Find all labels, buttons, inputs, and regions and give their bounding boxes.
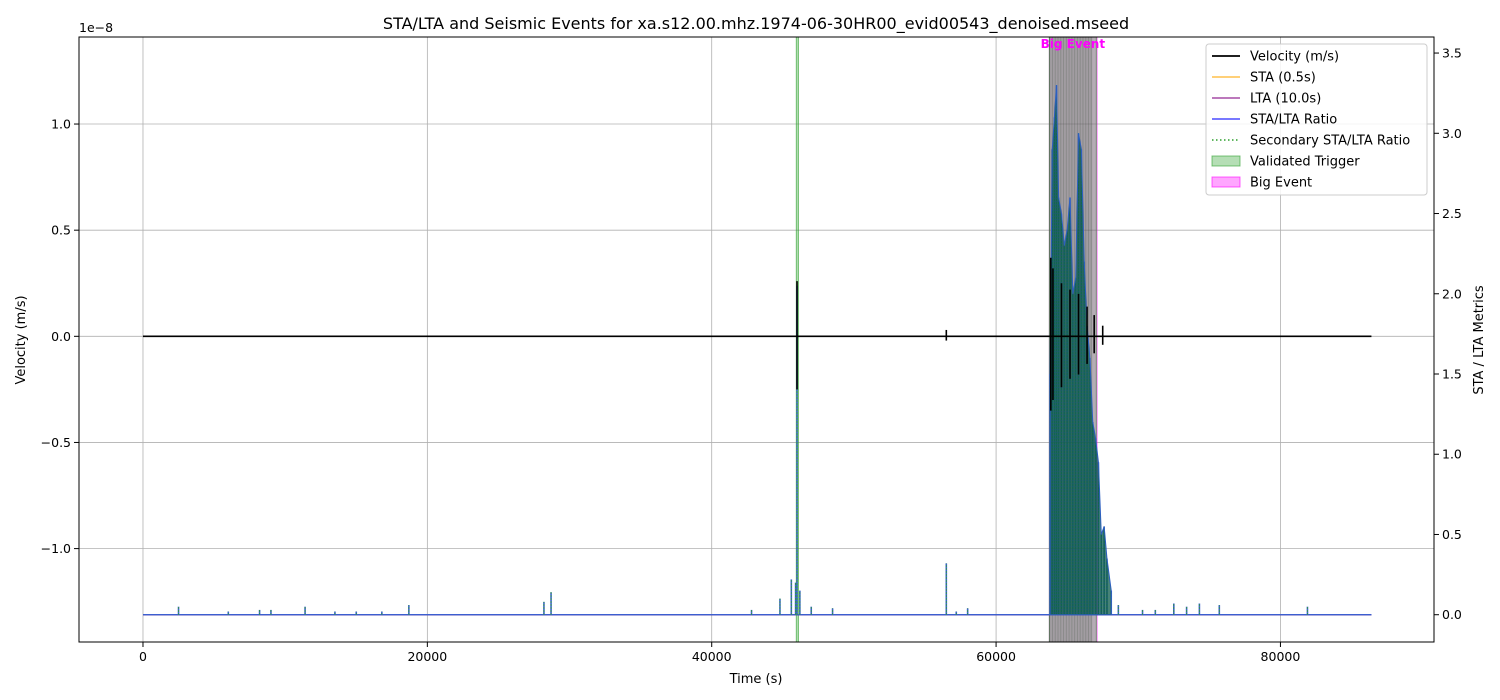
- right-y-tick-label: 1.0: [1442, 447, 1462, 462]
- legend-label: STA (0.5s): [1250, 71, 1316, 86]
- legend-swatch-patch: [1211, 155, 1241, 167]
- left-y-tick-label: −1.0: [41, 541, 71, 556]
- legend-label: Big Event: [1250, 176, 1312, 191]
- left-y-tick-label: −0.5: [41, 435, 71, 450]
- legend: Velocity (m/s) STA (0.5s) LTA (10.0s) STA/L…: [1205, 43, 1428, 196]
- x-tick-label: 20000: [407, 649, 447, 664]
- x-axis-ticks: 0 20000 40000 60000 80000: [139, 642, 1300, 664]
- left-y-axis-ticks: −1.0 −0.5 0.0 0.5 1.0: [41, 117, 79, 556]
- right-y-tick-label: 0.0: [1442, 607, 1462, 622]
- right-y-tick-label: 3.5: [1442, 46, 1462, 61]
- left-y-axis-label: Velocity (m/s): [14, 295, 29, 384]
- left-y-offset-label: 1e−8: [79, 20, 113, 35]
- right-y-axis-ticks: 0.0 0.5 1.0 1.5 2.0 2.5 3.0 3.5: [1434, 46, 1462, 622]
- left-y-tick-label: 0.0: [51, 329, 71, 344]
- right-y-tick-label: 0.5: [1442, 527, 1462, 542]
- legend-label: Velocity (m/s): [1250, 50, 1339, 65]
- legend-swatch-patch: [1211, 176, 1241, 188]
- right-y-tick-label: 2.0: [1442, 286, 1462, 301]
- big-event-annotation: Big Event: [1041, 37, 1106, 51]
- velocity-series: [142, 257, 1372, 411]
- legend-items: Velocity (m/s) STA (0.5s) LTA (10.0s) STA/L…: [1211, 50, 1410, 191]
- legend-box: [1205, 43, 1428, 196]
- left-y-tick-label: 0.5: [51, 223, 71, 238]
- right-y-tick-label: 3.0: [1442, 126, 1462, 141]
- right-y-tick-label: 2.5: [1442, 206, 1462, 221]
- x-tick-label: 80000: [1261, 649, 1301, 664]
- legend-label: LTA (10.0s): [1250, 92, 1321, 107]
- plot-frame: [78, 36, 1435, 643]
- ratio-envelope: [1049, 85, 1112, 616]
- legend-label: STA/LTA Ratio: [1250, 113, 1337, 128]
- right-y-axis-label: STA / LTA Metrics: [1472, 285, 1487, 395]
- x-tick-label: 0: [139, 649, 147, 664]
- x-tick-label: 40000: [692, 649, 732, 664]
- ratio-series: [142, 85, 1372, 616]
- left-y-tick-label: 1.0: [51, 117, 71, 132]
- annotations: Big Event: [1041, 37, 1106, 51]
- legend-label: Secondary STA/LTA Ratio: [1250, 134, 1410, 149]
- legend-label: Validated Trigger: [1250, 155, 1360, 170]
- x-tick-label: 60000: [976, 649, 1016, 664]
- right-y-tick-label: 1.5: [1442, 367, 1462, 382]
- chart-title: STA/LTA and Seismic Events for xa.s12.00…: [383, 14, 1129, 34]
- x-axis-label: Time (s): [729, 672, 783, 687]
